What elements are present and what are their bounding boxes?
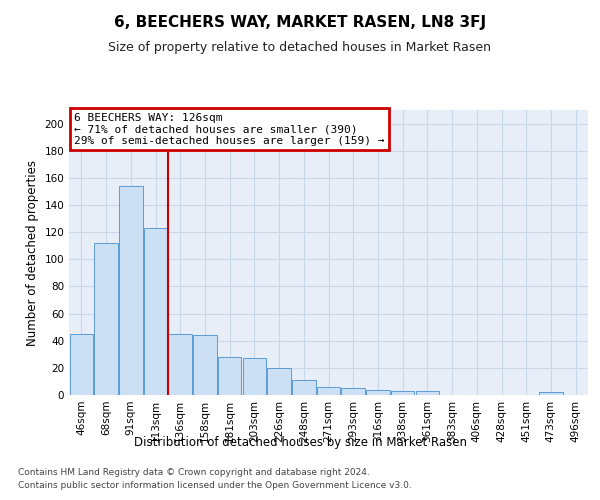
Bar xyxy=(119,186,143,395)
Bar xyxy=(292,380,316,395)
Bar xyxy=(144,228,167,395)
Bar xyxy=(416,391,439,395)
Bar xyxy=(70,334,93,395)
Bar xyxy=(193,336,217,395)
Bar xyxy=(242,358,266,395)
Bar xyxy=(539,392,563,395)
Y-axis label: Number of detached properties: Number of detached properties xyxy=(26,160,39,346)
Text: Contains public sector information licensed under the Open Government Licence v3: Contains public sector information licen… xyxy=(18,480,412,490)
Text: Distribution of detached houses by size in Market Rasen: Distribution of detached houses by size … xyxy=(133,436,467,449)
Text: Contains HM Land Registry data © Crown copyright and database right 2024.: Contains HM Land Registry data © Crown c… xyxy=(18,468,370,477)
Bar xyxy=(94,243,118,395)
Text: 6, BEECHERS WAY, MARKET RASEN, LN8 3FJ: 6, BEECHERS WAY, MARKET RASEN, LN8 3FJ xyxy=(114,15,486,30)
Bar xyxy=(317,387,340,395)
Text: 6 BEECHERS WAY: 126sqm
← 71% of detached houses are smaller (390)
29% of semi-de: 6 BEECHERS WAY: 126sqm ← 71% of detached… xyxy=(74,113,385,146)
Bar xyxy=(366,390,389,395)
Bar xyxy=(169,334,192,395)
Bar xyxy=(218,357,241,395)
Text: Size of property relative to detached houses in Market Rasen: Size of property relative to detached ho… xyxy=(109,41,491,54)
Bar xyxy=(341,388,365,395)
Bar xyxy=(391,391,415,395)
Bar xyxy=(268,368,291,395)
